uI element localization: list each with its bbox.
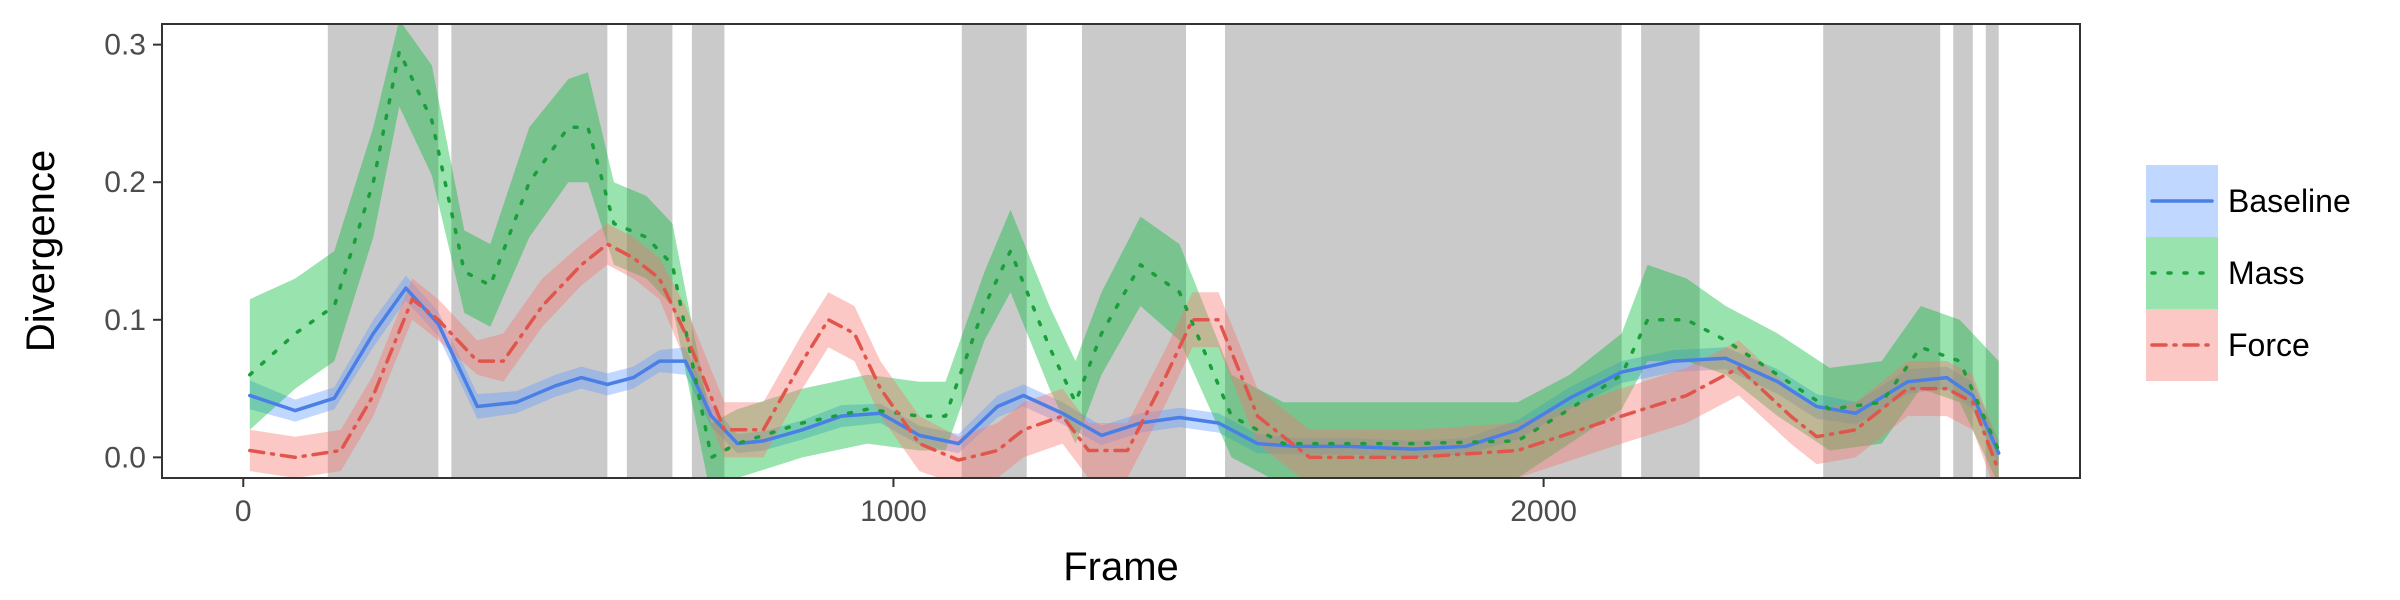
y-tick-label: 0.3 (104, 29, 146, 62)
legend-item-baseline: Baseline (2146, 165, 2351, 237)
plot-area (161, 23, 2081, 479)
y-tick-label: 0.2 (104, 166, 146, 199)
y-tick-label: 0.1 (104, 304, 146, 337)
shaded-region-6 (1081, 24, 1187, 478)
shaded-region-7 (1225, 24, 1622, 478)
series-lines (248, 49, 2001, 473)
y-axis: 0.0 0.1 0.2 0.3 (104, 29, 162, 474)
plot-border (161, 23, 2081, 479)
legend-label-mass: Mass (2228, 255, 2304, 291)
shaded-region-3 (626, 24, 673, 478)
legend-key-mass (2146, 237, 2218, 309)
shaded-regions (327, 24, 1999, 478)
baseline-line (248, 286, 2001, 455)
y-tick-label: 0.0 (104, 441, 146, 474)
mass-line (248, 49, 2001, 460)
x-axis-title: Frame (1063, 545, 1179, 589)
legend-item-mass: Mass (2146, 237, 2304, 309)
shaded-region-5 (961, 24, 1027, 478)
x-tick-label: 2000 (1510, 495, 1577, 528)
legend-item-force: Force (2146, 309, 2310, 381)
force-line (248, 242, 2001, 473)
x-axis: 0 1000 2000 (235, 478, 1577, 528)
shaded-region-9 (1823, 24, 1941, 478)
shaded-region-2 (451, 24, 608, 478)
shaded-region-10 (1953, 24, 1973, 478)
legend-label-baseline: Baseline (2228, 183, 2351, 219)
shaded-region-8 (1641, 24, 1700, 478)
legend: Baseline Mass Force (2146, 165, 2351, 381)
shaded-region-11 (1985, 24, 1999, 478)
y-axis-title: Divergence (19, 150, 63, 352)
shaded-region-4 (691, 24, 725, 478)
legend-label-force: Force (2228, 327, 2310, 363)
x-tick-label: 1000 (860, 495, 927, 528)
shaded-region-1 (327, 24, 439, 478)
x-tick-label: 0 (235, 495, 252, 528)
